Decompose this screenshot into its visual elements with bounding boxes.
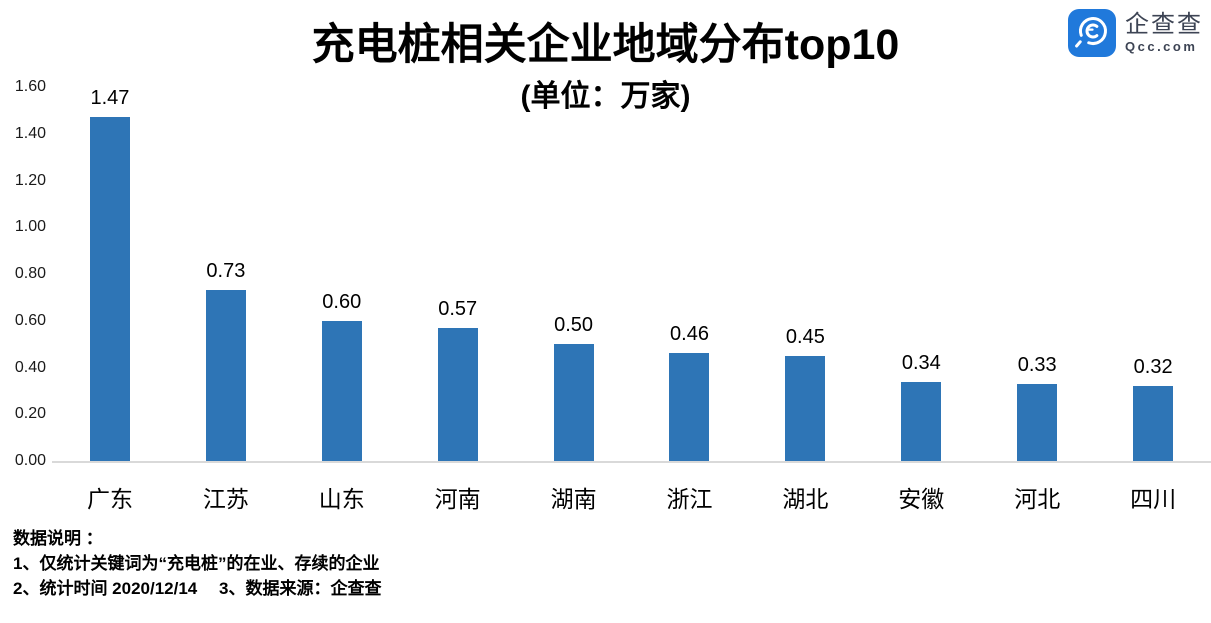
bar [205,290,246,461]
y-tick-label: 1.40 [14,124,46,142]
x-axis: 广东 江苏 山东 河南 湖南 浙江 湖北 安徽 河北 四川 [52,463,1211,514]
footnote-line: 数据说明 ： [13,529,103,548]
y-tick-label: 0.40 [14,358,46,376]
y-tick-label: 1.20 [14,171,46,189]
x-axis-label: 湖南 [550,486,597,512]
bar-value-label: 0.33 [1017,353,1057,376]
x-axis-label: 江苏 [202,486,249,512]
bar-value-label: 0.50 [554,314,594,337]
x-axis-label: 浙江 [666,486,713,512]
bar [89,117,130,461]
x-axis-label: 安徽 [898,486,945,512]
y-axis: 0.00 0.20 0.40 0.60 0.80 1.00 1.20 1.40 1.60 [0,78,46,469]
x-axis-label: 山东 [318,486,365,512]
footnote-line: 2、统计时间 2020/12/14 3、数据来源：企查查 [13,579,382,598]
x-axis-label: 广东 [86,486,133,512]
bar-value-label: 1.47 [90,87,130,110]
y-tick-label: 0.80 [14,265,46,282]
bar-value-label: 0.73 [206,260,246,283]
y-tick-label: 0.60 [14,311,46,329]
bar [1133,386,1174,461]
bar-column: 0.34 [863,87,979,461]
bar-value-label: 0.32 [1133,356,1173,379]
bar-column: 1.47 [52,87,168,461]
footnotes: 数据说明 ： 1、仅统计关键词为“充电桩”的在业、存续的企业 2、统计时间 2020… [13,526,381,601]
bar-value-label: 0.60 [322,290,362,313]
chart-subtitle: (单位：万家) [520,80,691,113]
bar [321,320,362,461]
bar-column: 0.33 [979,87,1095,461]
bar-chart: 0.00 0.20 0.40 0.60 0.80 1.00 1.20 1.40 1.60 1.4… [0,78,1211,514]
qcc-logo-text: 企查查 Qcc.com [1125,11,1203,55]
bar [1017,383,1058,461]
bar-column: 0.57 [400,87,516,461]
bar-column: 0.46 [632,87,748,461]
bar-value-label: 0.46 [670,323,709,346]
bar [669,353,710,461]
x-axis-label: 河北 [1014,486,1061,512]
bar [901,381,942,461]
qcc-logo: 企查查 Qcc.com [1068,9,1203,57]
qcc-magnifier-icon [1068,9,1116,57]
x-axis-label: 河南 [434,486,481,512]
x-axis-label: 四川 [1130,486,1177,512]
y-tick-label: 0.00 [14,452,46,469]
plot-area: 1.47 0.73 0.60 0.57 0.50 0.46 0.45 0.34 0.33 0.32 [52,87,1211,463]
bar-value-label: 0.57 [438,297,478,320]
logo-domain: Qcc.com [1125,39,1198,54]
bar-column: 0.73 [168,87,284,461]
bar-value-label: 0.34 [901,351,941,374]
x-axis-label: 湖北 [782,486,829,512]
bar [785,355,826,461]
bar-column: 0.45 [747,87,863,461]
bar-column: 0.60 [284,87,400,461]
bar [553,344,594,461]
y-tick-label: 1.00 [14,218,46,236]
footnote-line: 1、仅统计关键词为“充电桩”的在业、存续的企业 [13,554,380,573]
logo-company-name: 企查查 [1125,11,1203,38]
chart-title: 充电桩相关企业地域分布top10 [311,21,900,69]
y-tick-label: 1.60 [14,78,46,95]
bar [437,327,478,461]
y-tick-label: 0.20 [14,405,46,423]
bar-value-label: 0.45 [785,325,825,348]
bar-column: 0.50 [516,87,632,461]
bar-column: 0.32 [1095,87,1211,461]
